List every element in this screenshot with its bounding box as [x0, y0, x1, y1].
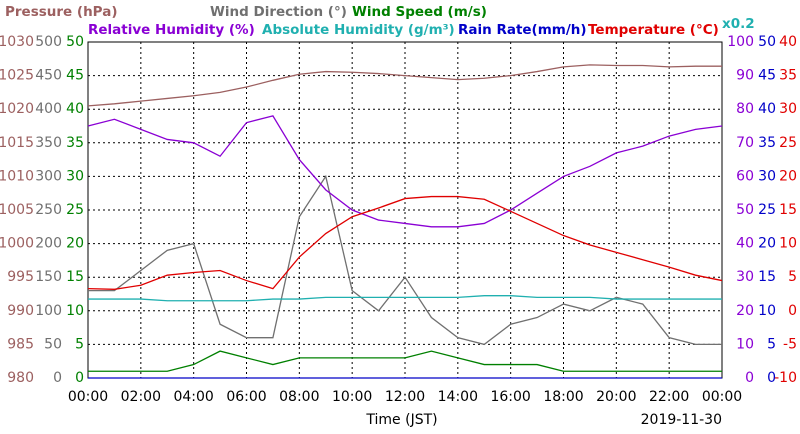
y-tick-label: 20 — [66, 236, 84, 252]
series-line — [87, 195, 723, 290]
y-tick-label: 70 — [736, 135, 754, 151]
y-tick-label: 60 — [736, 168, 754, 184]
legend-label: Pressure (hPa) — [5, 4, 118, 20]
y-tick-label: 400 — [35, 101, 62, 117]
y-tick-label: 30 — [758, 168, 776, 184]
legend-label: Wind Speed (m/s) — [352, 4, 487, 20]
y-tick-label: 25 — [66, 202, 84, 218]
y-tick-label: 15 — [779, 202, 797, 218]
y-tick-label: 10 — [758, 303, 776, 319]
y-tick-label: 45 — [758, 68, 776, 84]
y-tick-label: -5 — [783, 336, 797, 352]
x-tick-label: 14:00 — [438, 389, 478, 405]
y-tick-label: 0 — [75, 370, 84, 386]
y-tick-label: 50 — [44, 336, 62, 352]
y-tick-label: 50 — [758, 34, 776, 50]
y-tick-label: 10 — [779, 236, 797, 252]
x-tick-label: 06:00 — [226, 389, 266, 405]
series-line — [87, 115, 723, 228]
y-tick-label: 10 — [736, 336, 754, 352]
y-tick-label: -10 — [774, 370, 797, 386]
y-tick-label: 30 — [779, 101, 797, 117]
x-tick-label: 22:00 — [649, 389, 689, 405]
y-tick-label: 25 — [779, 135, 797, 151]
x-tick-label: 00:00 — [68, 389, 108, 405]
x-tick-label: 16:00 — [490, 389, 530, 405]
series-line — [88, 295, 722, 302]
y-tick-label: 0 — [767, 370, 776, 386]
y-tick-label: 40 — [66, 101, 84, 117]
y-tick-label: 995 — [7, 269, 34, 285]
y-tick-label: 90 — [736, 68, 754, 84]
y-tick-label: 35 — [66, 135, 84, 151]
y-tick-label: 20 — [758, 236, 776, 252]
y-tick-label: 500 — [35, 34, 62, 50]
scale-note: x0.2 — [722, 16, 755, 32]
y-tick-label: 300 — [35, 168, 62, 184]
y-tick-label: 5 — [767, 336, 776, 352]
y-tick-label: 25 — [758, 202, 776, 218]
y-tick-label: 45 — [66, 68, 84, 84]
y-tick-label: 150 — [35, 269, 62, 285]
y-tick-label: 100 — [35, 303, 62, 319]
y-tick-label: 40 — [758, 101, 776, 117]
x-tick-label: 10:00 — [332, 389, 372, 405]
x-axis-title: Time (JST) — [365, 412, 437, 428]
y-tick-label: 1030 — [0, 34, 34, 50]
y-tick-label: 250 — [35, 202, 62, 218]
y-tick-label: 5 — [75, 336, 84, 352]
y-tick-label: 20 — [779, 168, 797, 184]
x-tick-label: 20:00 — [596, 389, 636, 405]
y-tick-label: 35 — [758, 135, 776, 151]
y-tick-label: 450 — [35, 68, 62, 84]
y-tick-label: 1020 — [0, 101, 34, 117]
legend-label: Absolute Humidity (g/m³) — [262, 22, 455, 38]
y-tick-label: 0 — [788, 303, 797, 319]
y-tick-label: 350 — [35, 135, 62, 151]
y-tick-label: 30 — [66, 168, 84, 184]
y-tick-label: 1005 — [0, 202, 34, 218]
y-tick-label: 1000 — [0, 236, 34, 252]
y-tick-label: 0 — [745, 370, 754, 386]
y-tick-label: 35 — [779, 68, 797, 84]
legend-label: Wind Direction (°) — [210, 4, 347, 20]
y-tick-label: 40 — [736, 236, 754, 252]
y-tick-label: 985 — [7, 336, 34, 352]
y-tick-label: 15 — [758, 269, 776, 285]
series-line — [88, 174, 722, 346]
x-tick-label: 18:00 — [543, 389, 583, 405]
y-tick-label: 990 — [7, 303, 34, 319]
y-tick-label: 1015 — [0, 135, 34, 151]
y-tick-label: 200 — [35, 236, 62, 252]
legend-label: Temperature (°C) — [588, 22, 719, 38]
x-tick-label: 00:00 — [702, 389, 742, 405]
y-tick-label: 100 — [727, 34, 754, 50]
x-tick-label: 12:00 — [385, 389, 425, 405]
y-tick-label: 80 — [736, 101, 754, 117]
series-line — [87, 64, 722, 107]
y-tick-label: 980 — [7, 370, 34, 386]
legend-label: Relative Humidity (%) — [88, 22, 255, 38]
y-tick-label: 40 — [779, 34, 797, 50]
x-tick-label: 02:00 — [121, 389, 161, 405]
x-tick-label: 04:00 — [173, 389, 213, 405]
series-line — [88, 350, 722, 372]
y-tick-label: 0 — [53, 370, 62, 386]
y-tick-label: 15 — [66, 269, 84, 285]
y-tick-label: 50 — [66, 34, 84, 50]
y-tick-label: 1010 — [0, 168, 34, 184]
y-tick-label: 20 — [736, 303, 754, 319]
y-tick-label: 1025 — [0, 68, 34, 84]
y-tick-label: 30 — [736, 269, 754, 285]
x-tick-label: 08:00 — [279, 389, 319, 405]
y-tick-label: 50 — [736, 202, 754, 218]
date-label: 2019-11-30 — [641, 412, 722, 428]
y-tick-label: 10 — [66, 303, 84, 319]
y-tick-label: 5 — [788, 269, 797, 285]
legend-label: Rain Rate(mm/h) — [458, 22, 587, 38]
